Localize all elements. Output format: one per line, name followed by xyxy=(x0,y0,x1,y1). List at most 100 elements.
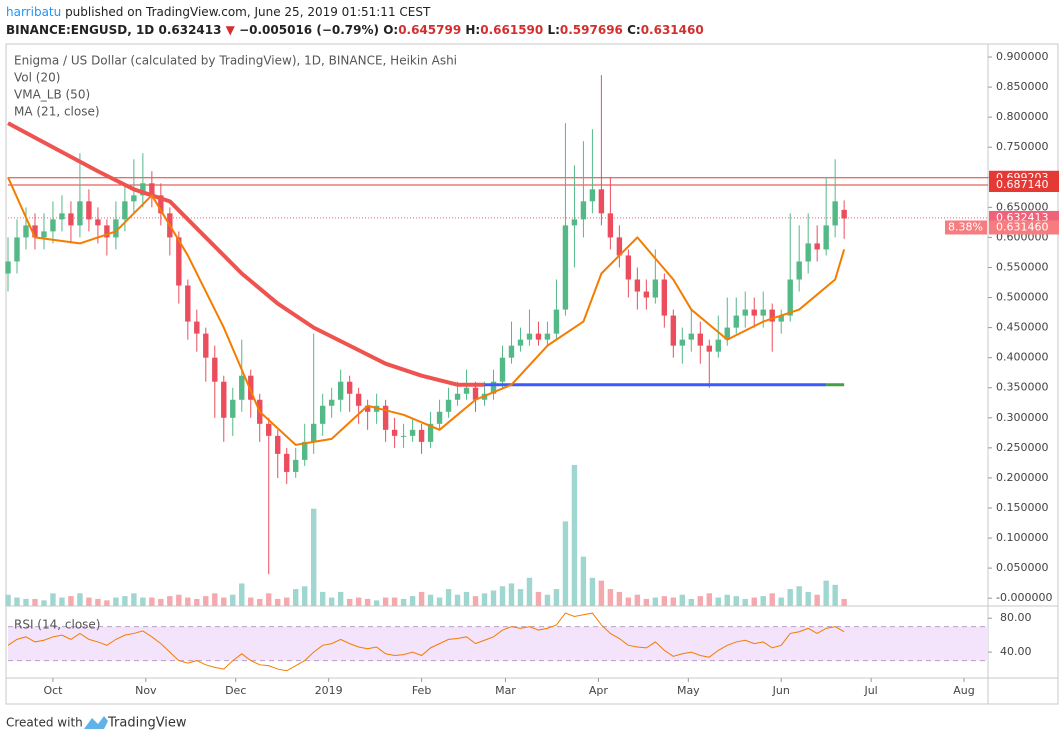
rsi-line xyxy=(7,612,845,672)
y-tick-label: 0.200000 xyxy=(996,471,1049,484)
candle-body xyxy=(535,333,542,340)
candle-body xyxy=(652,279,659,298)
change: −0.005016 (−0.79%) xyxy=(239,23,379,37)
volume-bar xyxy=(230,594,236,606)
front-layer: 0.9000000.8500000.8000000.7500000.700000… xyxy=(43,50,1059,697)
candle-body xyxy=(409,429,416,436)
x-tick-label: Mar xyxy=(495,684,516,697)
candle-body xyxy=(706,345,712,352)
x-tick-label: Jun xyxy=(772,684,790,697)
down-arrow: ▼ xyxy=(226,23,236,37)
y-tick-label: 0.250000 xyxy=(996,441,1049,454)
volume-bar xyxy=(535,591,542,606)
volume-bar xyxy=(319,591,326,606)
volume-bar xyxy=(113,597,119,606)
x-tick-label: Dec xyxy=(225,684,246,697)
volume-bar xyxy=(643,598,650,606)
volume-bar xyxy=(706,593,712,606)
candle-body xyxy=(625,255,632,280)
volume-bar xyxy=(86,597,92,606)
candle-body xyxy=(32,225,38,238)
rsi-tick-label: 80.00 xyxy=(1000,611,1032,624)
volume-bar xyxy=(185,597,191,606)
y-tick-label: 0.850000 xyxy=(996,80,1049,93)
main-layer xyxy=(5,75,988,672)
candle-body xyxy=(445,399,452,412)
open-value: 0.645799 xyxy=(398,23,461,37)
candle-body xyxy=(23,225,29,238)
candle-body xyxy=(203,333,209,358)
volume-bar xyxy=(544,594,551,606)
volume-bar xyxy=(796,586,802,606)
volume-bar xyxy=(158,598,164,606)
volume-bar xyxy=(787,589,793,606)
volume-bar xyxy=(104,600,110,606)
volume-bar xyxy=(131,593,137,606)
volume-bar xyxy=(5,594,11,606)
volume-bar xyxy=(733,596,739,606)
y-tick-label: 0.750000 xyxy=(996,140,1049,153)
candle-body xyxy=(634,279,641,292)
volume-bar xyxy=(364,598,371,606)
volume-bar xyxy=(140,597,146,606)
volume-bar xyxy=(302,586,308,606)
candle-body xyxy=(787,279,793,316)
candle-body xyxy=(310,423,317,442)
candle-body xyxy=(248,375,254,400)
candle-body xyxy=(679,339,686,346)
volume-bar xyxy=(68,596,74,606)
y-tick-label: 0.400000 xyxy=(996,351,1049,364)
candle-body xyxy=(733,315,739,328)
legend-vma: VMA_LB (50) xyxy=(14,88,90,102)
candle-body xyxy=(230,399,236,418)
y-tick-label: 0.550000 xyxy=(996,260,1049,273)
low-value: 0.597696 xyxy=(560,23,623,37)
candle-body xyxy=(382,405,389,430)
volume-bar xyxy=(715,597,721,606)
volume-bar xyxy=(59,597,65,606)
volume-bar xyxy=(337,591,344,606)
volume-bar xyxy=(409,596,416,606)
price-label: 0.687140 xyxy=(996,178,1049,191)
candle-body xyxy=(158,195,164,214)
volume-bar xyxy=(122,596,128,606)
candle-body xyxy=(499,357,506,382)
candle-body xyxy=(490,381,497,394)
candle-body xyxy=(544,333,551,340)
volume-bar xyxy=(508,583,515,606)
y-tick-label: 0.900000 xyxy=(996,50,1049,63)
candle-body xyxy=(194,321,200,334)
volume-bar xyxy=(679,594,686,606)
symbol: BINANCE:ENGUSD, 1D xyxy=(6,23,154,37)
candle-body xyxy=(553,309,560,334)
x-tick-label: 2019 xyxy=(315,684,343,697)
last-price: 0.632413 xyxy=(158,23,221,37)
volume-bar xyxy=(32,598,38,606)
candle-body xyxy=(742,309,748,316)
logo-icon xyxy=(84,716,108,729)
candle-body xyxy=(41,231,47,238)
candle-body xyxy=(436,411,443,424)
candle-body xyxy=(778,315,784,322)
candle-body xyxy=(580,201,587,220)
volume-bar xyxy=(814,594,820,606)
candle-body xyxy=(302,441,308,460)
candle-body xyxy=(239,375,245,400)
y-tick-label: 0.350000 xyxy=(996,381,1049,394)
volume-bar xyxy=(203,596,209,606)
candle-body xyxy=(751,309,757,316)
volume-bar xyxy=(454,594,461,606)
volume-bar xyxy=(823,580,829,606)
candle-body xyxy=(355,393,362,406)
candle-body xyxy=(391,429,398,436)
volume-bar xyxy=(472,596,479,606)
volume-bar xyxy=(284,597,290,606)
volume-bar xyxy=(266,593,272,606)
candle-body xyxy=(508,345,515,358)
volume-bar xyxy=(436,597,443,606)
volume-bar xyxy=(41,600,47,606)
candle-body xyxy=(796,261,802,280)
y-tick-label: 0.650000 xyxy=(996,200,1049,213)
published: published on TradingView.com, June 25, 2… xyxy=(65,5,431,19)
candle-body xyxy=(526,333,533,340)
